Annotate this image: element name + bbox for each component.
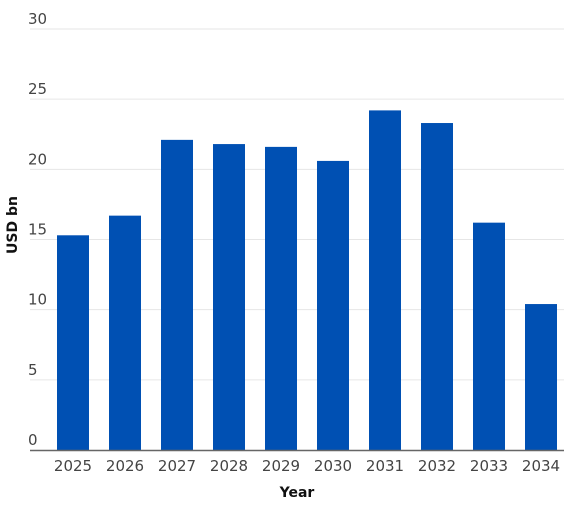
bar-2034 [525, 304, 557, 450]
y-axis-ticks: 0 5 10 15 20 25 30 [28, 10, 47, 449]
bar-2029 [265, 146, 297, 450]
x-tick-label: 2032 [418, 457, 456, 475]
bar-2031 [369, 110, 401, 450]
x-tick-label: 2033 [470, 457, 508, 475]
y-tick-label: 0 [28, 431, 38, 449]
y-tick-label: 10 [28, 291, 47, 309]
bar-2032 [421, 123, 453, 451]
y-tick-label: 15 [28, 221, 47, 239]
x-tick-label: 2029 [262, 457, 300, 475]
bar-2028 [213, 144, 245, 450]
bar-2027 [161, 139, 193, 450]
y-tick-label: 5 [28, 361, 38, 379]
x-tick-label: 2028 [210, 457, 248, 475]
bar-2025 [57, 235, 89, 450]
x-tick-label: 2031 [366, 457, 404, 475]
y-axis-title: USD bn [5, 196, 21, 254]
x-tick-label: 2027 [158, 457, 196, 475]
bars [57, 110, 557, 451]
y-tick-label: 30 [28, 10, 47, 28]
x-tick-label: 2030 [314, 457, 352, 475]
y-tick-label: 25 [28, 80, 47, 98]
bar-2026 [109, 215, 141, 450]
x-tick-label: 2025 [54, 457, 92, 475]
bar-2030 [317, 160, 349, 450]
x-axis-ticks: 2025 2026 2027 2028 2029 2030 2031 2032 2033 2034 [54, 457, 560, 475]
x-tick-label: 2034 [522, 457, 560, 475]
y-tick-label: 20 [28, 150, 47, 168]
x-axis-title: Year [279, 485, 315, 501]
bar-2033 [473, 222, 505, 450]
x-tick-label: 2026 [106, 457, 144, 475]
